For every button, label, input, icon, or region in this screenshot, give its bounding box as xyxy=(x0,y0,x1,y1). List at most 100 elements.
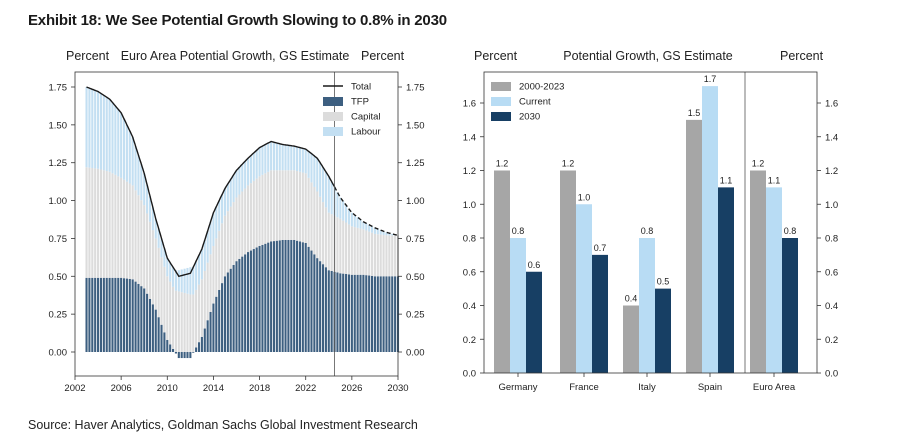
capital-bar xyxy=(151,230,154,305)
labour-bar xyxy=(376,228,379,235)
total-line-forecast xyxy=(333,186,399,237)
labour-bar xyxy=(278,143,281,171)
tfp-bar xyxy=(151,304,154,352)
capital-bar xyxy=(252,180,255,250)
bar-euro-area-2 xyxy=(782,238,798,373)
tfp-bar xyxy=(258,246,261,352)
capital-bar xyxy=(235,197,238,262)
x-tick-label: 2010 xyxy=(157,383,178,394)
tfp-bar xyxy=(186,352,189,359)
labour-bar xyxy=(336,192,339,218)
capital-bar xyxy=(296,171,299,241)
y-tick-label-left: 0.50 xyxy=(49,272,68,283)
y-tick-label-right: 0.25 xyxy=(406,310,425,321)
labour-bar xyxy=(186,267,189,294)
capital-bar xyxy=(281,170,284,240)
tfp-bar xyxy=(192,352,195,353)
tfp-bar xyxy=(134,281,137,352)
tfp-bar xyxy=(183,352,186,359)
left-area-chart: Percent Euro Area Potential Growth, GS E… xyxy=(49,49,425,394)
capital-bar xyxy=(125,181,128,279)
left-chart-title: Euro Area Potential Growth, GS Estimate xyxy=(121,49,350,63)
legend-capital-label: Capital xyxy=(351,112,381,123)
labour-bar xyxy=(244,161,247,189)
capital-bar xyxy=(85,167,88,278)
capital-bar xyxy=(321,202,325,265)
y-tick-label-right: 0.0 xyxy=(825,369,838,380)
bar-germany-0 xyxy=(494,170,510,373)
capital-bar xyxy=(203,270,206,329)
labour-bar xyxy=(373,227,376,234)
labour-bar xyxy=(293,146,296,171)
capital-bar xyxy=(287,170,290,240)
x-tick-label: 2014 xyxy=(203,383,224,394)
bar-italy-2 xyxy=(655,288,671,373)
capital-bar xyxy=(154,238,157,310)
tfp-bar xyxy=(347,274,351,352)
capital-bar xyxy=(267,171,270,243)
capital-bar xyxy=(157,247,160,318)
labour-bar xyxy=(270,141,273,171)
labour-bar xyxy=(154,218,157,239)
capital-bar xyxy=(209,254,212,312)
labour-bar xyxy=(287,145,290,171)
tfp-bar xyxy=(232,264,235,352)
capital-bar xyxy=(128,183,131,279)
tfp-bar xyxy=(350,274,353,352)
right-legend: 2000-2023 Current 2030 xyxy=(491,82,564,123)
y-tick-label-left: 0.8 xyxy=(463,234,476,245)
y-tick-label-right: 1.0 xyxy=(825,200,838,211)
y-tick-label-left: 0.6 xyxy=(463,267,476,278)
tfp-bar xyxy=(226,272,229,352)
tfp-bar xyxy=(99,277,103,352)
capital-bar xyxy=(241,191,244,257)
tfp-bar xyxy=(169,344,172,352)
tfp-bar xyxy=(105,277,108,352)
labour-bar xyxy=(339,197,342,219)
labour-bar xyxy=(290,145,293,171)
tfp-bar xyxy=(310,250,313,352)
bar-spain-0 xyxy=(686,119,702,373)
tfp-bar xyxy=(235,261,238,352)
tfp-bar xyxy=(290,239,293,352)
labour-bar xyxy=(275,143,278,171)
capital-bar xyxy=(278,170,281,241)
capital-bar xyxy=(376,234,379,277)
tfp-bar xyxy=(221,283,224,352)
labour-bar xyxy=(140,164,143,201)
x-tick-label: 2022 xyxy=(295,383,316,394)
x-tick-label: 2018 xyxy=(249,383,270,394)
tfp-bar xyxy=(339,273,342,352)
tfp-bar xyxy=(177,352,180,359)
labour-bar xyxy=(232,174,235,203)
capital-bar xyxy=(117,176,120,278)
bar-spain-1 xyxy=(702,86,718,373)
labour-bar xyxy=(362,221,365,230)
bar-value-label: 1.2 xyxy=(496,159,509,169)
capital-bar xyxy=(336,217,339,273)
capital-bar xyxy=(249,183,252,251)
tfp-bar xyxy=(284,239,287,352)
y-tick-label-right: 1.75 xyxy=(406,83,425,94)
bar-value-label: 0.8 xyxy=(641,226,654,236)
y-tick-label-left: 0.4 xyxy=(463,301,476,312)
capital-bar xyxy=(275,170,278,241)
source-note: Source: Haver Analytics, Goldman Sachs G… xyxy=(28,418,418,432)
tfp-bar xyxy=(97,277,100,352)
capital-bar xyxy=(163,266,166,333)
labour-bar xyxy=(131,136,134,186)
labour-bar xyxy=(212,212,215,246)
capital-bar xyxy=(261,174,264,245)
y-tick-label-left: 1.0 xyxy=(463,200,476,211)
tfp-bar xyxy=(267,242,270,352)
y-tick-label-right: 0.6 xyxy=(825,267,838,278)
capital-bar xyxy=(362,229,365,275)
capital-bar xyxy=(195,289,198,348)
tfp-bar xyxy=(246,252,250,352)
labour-bar xyxy=(307,151,310,178)
y-tick-label-left: 1.6 xyxy=(463,99,476,110)
capital-bar xyxy=(258,176,261,246)
legend-label: 2030 xyxy=(519,112,540,123)
labour-bar xyxy=(206,230,209,263)
tfp-bar xyxy=(264,243,267,352)
